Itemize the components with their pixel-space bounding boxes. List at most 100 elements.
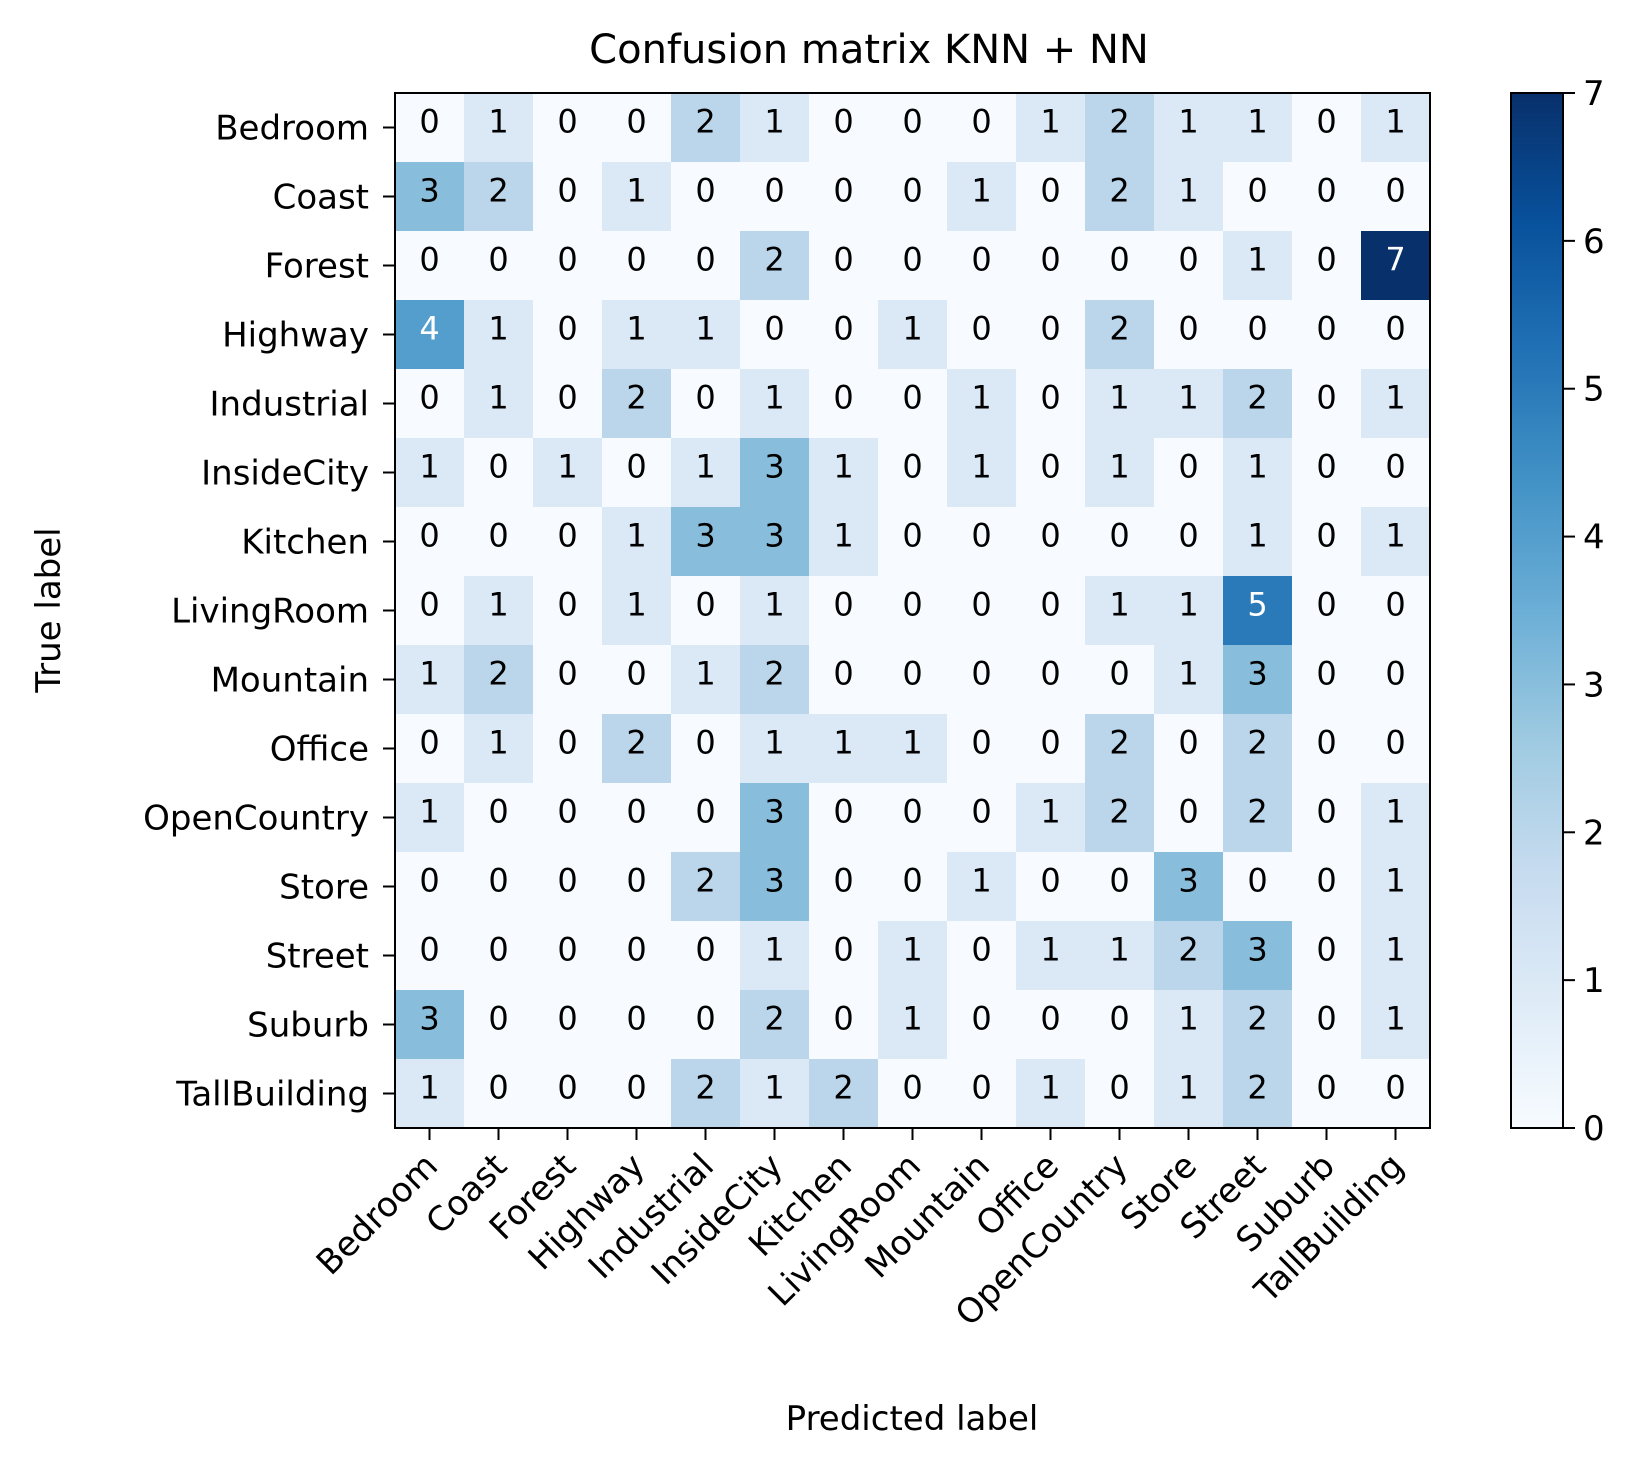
heatmap-cell xyxy=(1292,162,1362,232)
heatmap-cell xyxy=(1223,990,1293,1060)
heatmap-cell xyxy=(671,438,741,508)
cell-value: 2 xyxy=(1109,172,1129,210)
cell-value: 0 xyxy=(1109,862,1129,900)
heatmap-cell xyxy=(671,645,741,715)
cell-value: 0 xyxy=(902,655,922,693)
cell-value: 1 xyxy=(488,724,508,762)
heatmap-cell xyxy=(1154,162,1224,232)
heatmap-cell xyxy=(878,162,948,232)
heatmap-cell xyxy=(740,438,810,508)
cell-value: 0 xyxy=(1040,862,1060,900)
y-tick-label: Industrial xyxy=(210,385,369,425)
cell-value: 0 xyxy=(557,310,577,348)
heatmap-cell xyxy=(602,93,672,163)
heatmap-cell xyxy=(671,921,741,991)
heatmap-cell xyxy=(947,990,1017,1060)
cell-value: 0 xyxy=(1109,241,1129,279)
cell-value: 0 xyxy=(488,931,508,969)
cell-value: 1 xyxy=(1247,241,1267,279)
heatmap-cell xyxy=(533,783,603,853)
cell-value: 0 xyxy=(419,379,439,417)
cell-value: 0 xyxy=(833,172,853,210)
y-axis: Bedroom Coast Forest Highway Industrial Insid… xyxy=(143,109,395,1115)
heatmap-cell xyxy=(947,1059,1017,1129)
cell-value: 2 xyxy=(1247,1069,1267,1107)
heatmap-cell xyxy=(395,990,465,1060)
heatmap-cell xyxy=(809,576,879,646)
cell-value: 3 xyxy=(1247,655,1267,693)
heatmap-cell xyxy=(533,645,603,715)
cell-value: 0 xyxy=(1040,1000,1060,1038)
heatmap-cell xyxy=(1223,852,1293,922)
heatmap-cell xyxy=(1154,369,1224,439)
heatmap-cell xyxy=(740,990,810,1060)
cell-value: 2 xyxy=(764,1000,784,1038)
x-axis: BedroomCoastForestHighwayIndustrialInsid… xyxy=(309,1128,1412,1334)
cell-value: 0 xyxy=(626,241,646,279)
y-tick-label: Bedroom xyxy=(215,109,369,149)
cell-value: 1 xyxy=(695,448,715,486)
heatmap-cell xyxy=(878,714,948,784)
heatmap-cell xyxy=(1223,231,1293,301)
heatmap-cell xyxy=(1154,300,1224,370)
heatmap-cell xyxy=(671,93,741,163)
cell-value: 0 xyxy=(1316,103,1336,141)
cell-value: 0 xyxy=(1040,448,1060,486)
heatmap-cell xyxy=(1223,921,1293,991)
cell-value: 0 xyxy=(902,1069,922,1107)
cell-value: 1 xyxy=(626,310,646,348)
cell-value: 0 xyxy=(833,862,853,900)
cell-value: 0 xyxy=(1316,241,1336,279)
heatmap-cell xyxy=(947,576,1017,646)
cell-value: 2 xyxy=(764,241,784,279)
cell-value: 0 xyxy=(1316,862,1336,900)
y-axis-label: True label xyxy=(29,527,69,693)
cell-value: 0 xyxy=(1316,586,1336,624)
cell-value: 0 xyxy=(695,172,715,210)
cell-value: 1 xyxy=(902,310,922,348)
heatmap-cell xyxy=(602,576,672,646)
cell-value: 0 xyxy=(1316,931,1336,969)
cell-value: 0 xyxy=(971,724,991,762)
heatmap-cell xyxy=(395,783,465,853)
cell-value: 0 xyxy=(1316,379,1336,417)
cell-value: 1 xyxy=(1385,517,1405,555)
heatmap-cell xyxy=(602,438,672,508)
heatmap-cell xyxy=(533,438,603,508)
cell-value: 1 xyxy=(764,931,784,969)
cell-value: 1 xyxy=(1178,172,1198,210)
heatmap-cell xyxy=(1016,714,1086,784)
heatmap-cell xyxy=(671,369,741,439)
heatmap-cell xyxy=(878,507,948,577)
heatmap-cell xyxy=(947,645,1017,715)
heatmap-cell xyxy=(533,231,603,301)
heatmap-cell xyxy=(1085,438,1155,508)
cell-value: 2 xyxy=(488,172,508,210)
heatmap-cell xyxy=(1223,783,1293,853)
cell-value: 2 xyxy=(695,862,715,900)
cell-value: 1 xyxy=(1178,379,1198,417)
heatmap-cell xyxy=(1361,162,1431,232)
cell-value: 0 xyxy=(1109,655,1129,693)
cell-value: 3 xyxy=(1247,931,1267,969)
colorbar-tick-label: 4 xyxy=(1583,518,1605,558)
cell-value: 0 xyxy=(833,586,853,624)
heatmap-cell xyxy=(1361,852,1431,922)
cell-value: 0 xyxy=(902,241,922,279)
heatmap-cell xyxy=(671,300,741,370)
cell-value: 0 xyxy=(1178,517,1198,555)
cell-value: 0 xyxy=(1316,517,1336,555)
heatmap-cell xyxy=(602,714,672,784)
cell-value: 0 xyxy=(1040,310,1060,348)
cell-value: 0 xyxy=(833,793,853,831)
heatmap-cell xyxy=(602,507,672,577)
cell-value: 2 xyxy=(1109,103,1129,141)
heatmap-cell xyxy=(1016,852,1086,922)
cell-value: 1 xyxy=(557,448,577,486)
cell-value: 0 xyxy=(626,1069,646,1107)
heatmap-cell xyxy=(809,300,879,370)
heatmap-cell xyxy=(740,783,810,853)
heatmap-cell xyxy=(1154,231,1224,301)
heatmap-cell xyxy=(671,576,741,646)
heatmap-cell xyxy=(533,990,603,1060)
